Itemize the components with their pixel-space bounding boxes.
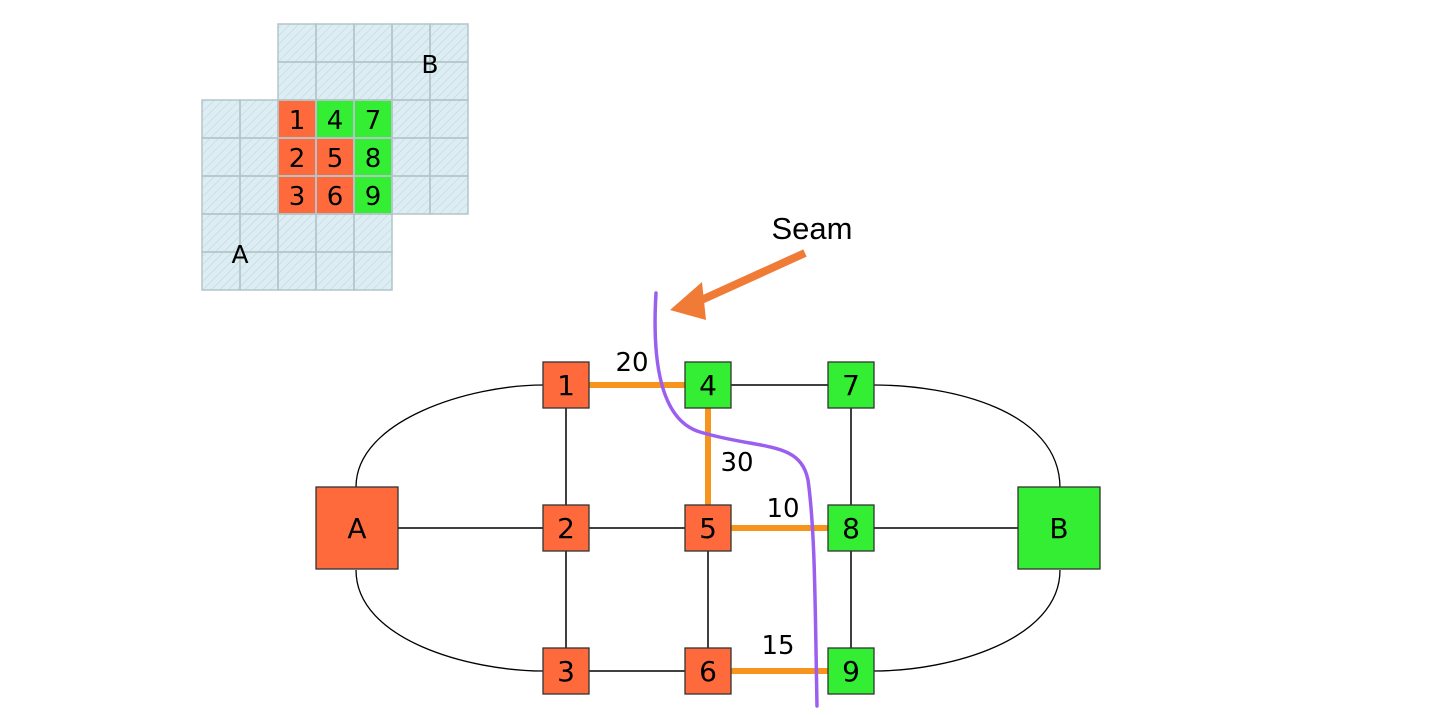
edge-weight-5-8: 10 xyxy=(766,494,799,524)
node-4: 4 xyxy=(684,361,732,409)
grid-overlap-cells xyxy=(278,100,392,214)
curved-edge-a-1 xyxy=(355,384,544,488)
seam-line xyxy=(653,291,819,708)
grid-lines xyxy=(201,23,469,291)
grid-cell-label-5: 5 xyxy=(327,144,344,174)
edge-weight-labels: 20 30 10 15 xyxy=(615,348,799,661)
curved-edge-a-3 xyxy=(355,569,544,672)
grid-label-a: A xyxy=(231,240,248,269)
node-label-B: B xyxy=(1049,512,1068,545)
seam-arrow-head xyxy=(670,282,706,320)
edge-weight-4-5: 30 xyxy=(720,448,753,478)
node-1: 1 xyxy=(542,361,590,409)
grid-cell-7 xyxy=(354,100,392,138)
node-label-2: 2 xyxy=(557,512,575,545)
node-box-1 xyxy=(542,361,590,409)
node-box-5 xyxy=(684,504,732,552)
grid-cell-label-9: 9 xyxy=(365,182,382,212)
grid-cell-label-6: 6 xyxy=(327,182,344,212)
node-9: 9 xyxy=(827,647,875,695)
seam: Seam xyxy=(653,211,853,708)
node-label-1: 1 xyxy=(557,369,575,402)
grid-cell-outline xyxy=(353,251,393,291)
node-box-4 xyxy=(684,361,732,409)
node-B: B xyxy=(1017,486,1101,570)
node-box-6 xyxy=(684,647,732,695)
grid-cell-8 xyxy=(354,138,392,176)
node-box-B xyxy=(1017,486,1101,570)
node-box-2 xyxy=(542,504,590,552)
node-box-7 xyxy=(827,361,875,409)
grid-cell-label-3: 3 xyxy=(289,182,306,212)
node-box-A xyxy=(315,486,399,570)
grid-cell-outline xyxy=(429,175,469,215)
node-box-9 xyxy=(827,647,875,695)
seam-label: Seam xyxy=(772,211,853,246)
grid-cell-3 xyxy=(278,176,316,214)
node-label-9: 9 xyxy=(842,655,860,688)
node-A: A xyxy=(315,486,399,570)
node-label-A: A xyxy=(347,512,366,545)
grid-cell-1 xyxy=(278,100,316,138)
node-6: 6 xyxy=(684,647,732,695)
node-label-5: 5 xyxy=(699,512,717,545)
overlap-grid: 1 4 7 2 5 8 3 6 9 A B xyxy=(201,23,469,291)
grid-cell-2 xyxy=(278,138,316,176)
node-2: 2 xyxy=(542,504,590,552)
node-box-3 xyxy=(542,647,590,695)
edge-weight-6-9: 15 xyxy=(761,631,794,661)
graph: 20 30 10 15 A B 1 2 3 4 5 6 7 8 9 xyxy=(315,348,1101,695)
seam-arrow-shaft xyxy=(695,249,807,306)
edge-weight-1-4: 20 xyxy=(615,348,648,378)
grid-cell-labels: 1 4 7 2 5 8 3 6 9 xyxy=(289,106,382,212)
grid-cell-5 xyxy=(316,138,354,176)
grid-cell-9 xyxy=(354,176,392,214)
node-box-8 xyxy=(827,504,875,552)
grid-cell-4 xyxy=(316,100,354,138)
curved-edge-9-b xyxy=(873,569,1061,672)
grid-cell-label-7: 7 xyxy=(365,106,382,136)
node-label-3: 3 xyxy=(557,655,575,688)
grid-cell-label-1: 1 xyxy=(289,106,306,136)
node-3: 3 xyxy=(542,647,590,695)
node-label-4: 4 xyxy=(699,369,717,402)
grid-cell-label-4: 4 xyxy=(327,106,344,136)
node-8: 8 xyxy=(827,504,875,552)
graph-nodes: A B 1 2 3 4 5 6 7 8 9 xyxy=(315,361,1101,695)
grid-cell-label-8: 8 xyxy=(365,144,382,174)
node-label-6: 6 xyxy=(699,655,717,688)
curved-edge-7-b xyxy=(873,384,1061,489)
grid-cell-6 xyxy=(316,176,354,214)
node-7: 7 xyxy=(827,361,875,409)
node-5: 5 xyxy=(684,504,732,552)
node-label-7: 7 xyxy=(842,369,860,402)
grid-label-b: B xyxy=(421,50,438,79)
node-label-8: 8 xyxy=(842,512,860,545)
grid-cell-label-2: 2 xyxy=(289,144,306,174)
